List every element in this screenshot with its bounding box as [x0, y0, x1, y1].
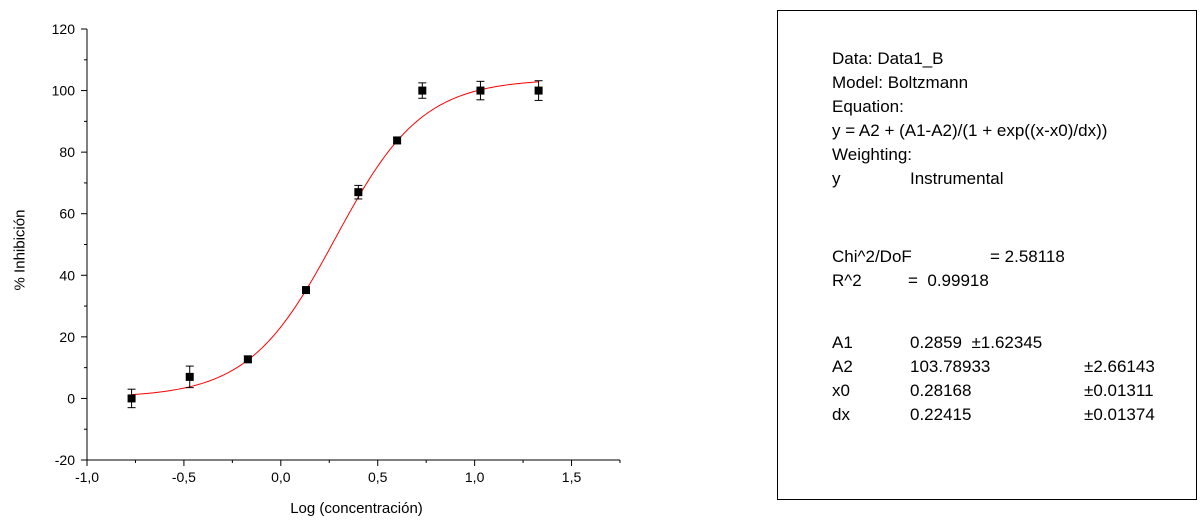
y-tick-label: 20 [59, 329, 75, 345]
data-point-7 [418, 82, 427, 99]
marker [127, 394, 136, 403]
fit-results-box: Data: Data1_B Model: Boltzmann Equation:… [777, 10, 1197, 500]
fit-curve [131, 81, 539, 396]
weighting-label: Weighting: [832, 145, 913, 164]
param-value-a2: 103.78933 [910, 357, 991, 376]
x-tick-label: 1,5 [562, 469, 582, 485]
chi-label: Chi^2/DoF [832, 247, 912, 266]
marker [476, 86, 485, 95]
marker [534, 86, 543, 95]
data-point-6 [393, 136, 402, 145]
chi-value: = 2.58118 [990, 247, 1065, 266]
param-value-a1: 0.2859 ±1.62345 [910, 333, 1043, 352]
marker [302, 286, 311, 295]
y-tick-label: 0 [67, 390, 75, 406]
x-tick-label: -1,0 [75, 469, 99, 485]
data-point-4 [302, 286, 311, 295]
y-tick-label: 40 [59, 267, 75, 283]
param-value-dx: 0.22415 [910, 405, 972, 424]
equation-text: y = A2 + (A1-A2)/(1 + exp((x-x0)/dx)) [832, 121, 1108, 140]
r2-label: R^2 [832, 271, 862, 290]
data-line: Data: Data1_B [832, 49, 944, 68]
weighting-type: Instrumental [910, 169, 1004, 188]
equation-label: Equation: [832, 97, 904, 116]
param-value-x0: 0.28168 [910, 381, 972, 400]
marker [393, 136, 402, 145]
marker [243, 355, 252, 364]
marker [418, 86, 427, 95]
marker [185, 372, 194, 381]
x-tick-label: 0,0 [271, 469, 291, 485]
y-tick-label: 60 [59, 206, 75, 222]
param-error-x0: ±0.01311 [1084, 381, 1154, 400]
param-error-dx: ±0.01374 [1084, 405, 1155, 424]
y-axis-label-wrap: % Inhibición [8, 40, 32, 460]
model-line: Model: Boltzmann [832, 73, 969, 92]
param-name-x0: x0 [832, 381, 850, 400]
data-point-1 [127, 388, 136, 409]
chart-plot: -20 0 20 40 60 80 100 120 -1,0 -0,5 0,0 0,5 1,0 1,5 [52, 21, 621, 485]
param-name-dx: dx [832, 405, 850, 424]
param-error-a2: ±2.66143 [1084, 357, 1155, 376]
fit-curve-group [131, 81, 539, 396]
r2-value: = 0.99918 [908, 271, 989, 290]
data-points [127, 80, 543, 409]
y-axis-label: % Inhibición [11, 209, 29, 291]
x-axis-label: Log (concentración) [290, 500, 423, 517]
x-tick-label: 1,0 [465, 469, 485, 485]
param-name-a1: A1 [832, 333, 853, 352]
y-tick-label: 100 [52, 83, 76, 99]
data-point-5 [354, 184, 363, 200]
y-tick-label: 120 [52, 21, 76, 37]
x-tick-label: 0,5 [368, 469, 388, 485]
axes: -20 0 20 40 60 80 100 120 -1,0 -0,5 0,0 0,5 1,0 1,5 [52, 21, 621, 485]
y-tick-label: 80 [59, 144, 75, 160]
data-point-9 [534, 80, 543, 101]
weighting-var: y [832, 169, 841, 188]
param-name-a2: A2 [832, 357, 853, 376]
data-point-2 [185, 365, 194, 389]
data-point-8 [476, 80, 485, 101]
marker [354, 188, 363, 197]
data-point-3 [243, 355, 252, 364]
y-tick-label: -20 [55, 452, 75, 468]
x-tick-label: -0,5 [172, 469, 196, 485]
